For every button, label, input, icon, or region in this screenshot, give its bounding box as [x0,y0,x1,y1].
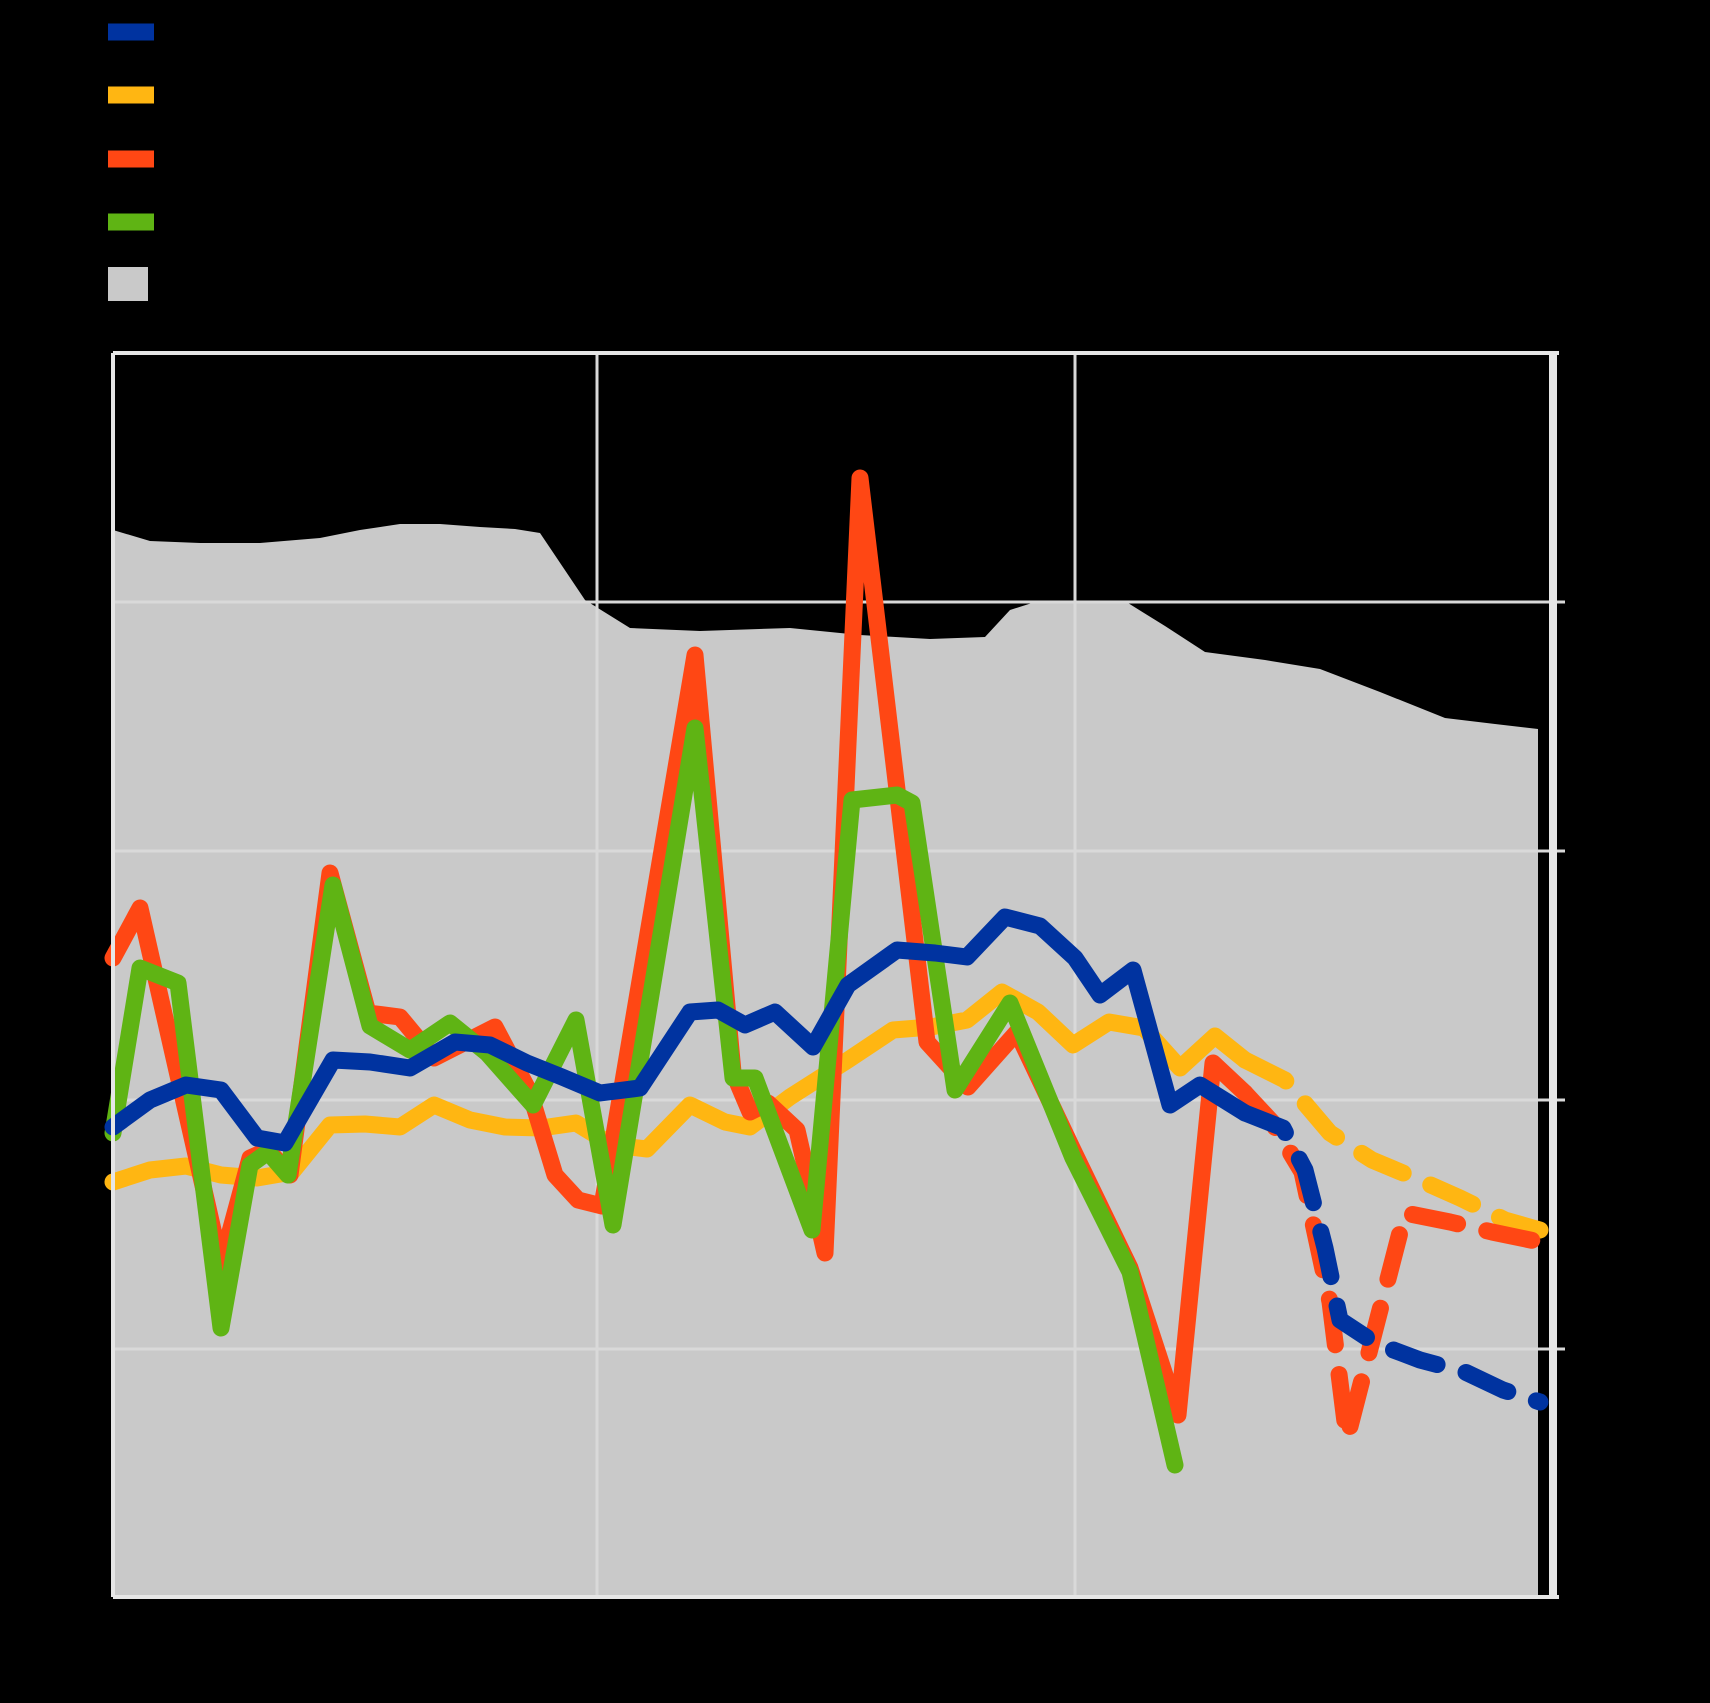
panel-border [111,351,1559,1599]
series-blue-solid [104,908,1254,1152]
series-green-solid [104,719,1184,1474]
legend-key-blue [108,23,154,41]
series-blue-dashed-forecast [1236,1104,1549,1411]
plot-panel [104,351,1565,1599]
legend-key-gray-band [108,267,148,301]
series-blue [104,908,1549,1411]
legend-key-green [108,213,154,231]
legend-key-yellow [108,86,154,104]
legend [108,23,154,301]
series-yellow-dashed-forecast [1236,1051,1549,1239]
series-green [104,719,1184,1474]
legend-key-orange [108,150,154,168]
